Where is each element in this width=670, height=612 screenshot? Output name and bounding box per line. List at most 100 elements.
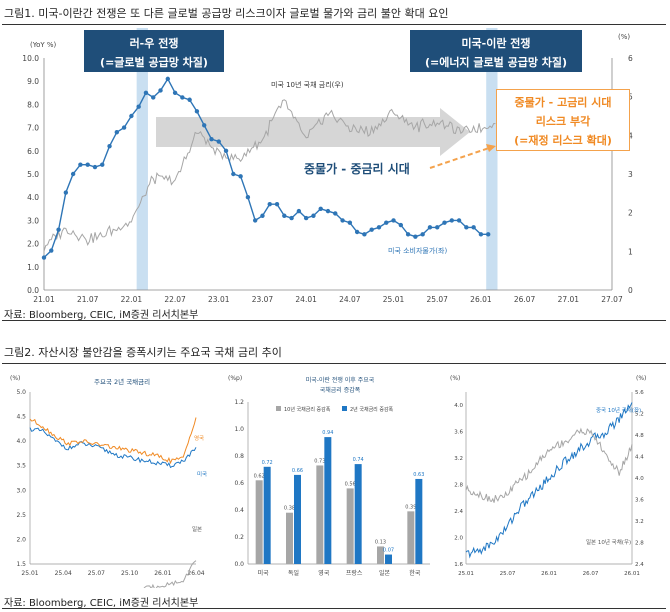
cpi-point	[107, 143, 112, 149]
bar-2y	[354, 464, 362, 564]
figure1-title: 그림1. 미국-이란간 전쟁은 또 다른 글로벌 공급망 리스크이자 글로벌 물…	[4, 7, 449, 20]
x-tick-label: 25.07	[88, 570, 105, 577]
cpi-point	[78, 162, 83, 167]
bar-2y	[385, 554, 392, 564]
y-tick-label: 2.0	[16, 536, 26, 543]
left-tick-label: 1.6	[454, 562, 463, 568]
y-tick-label: 1.2	[234, 399, 244, 406]
cpi-point	[129, 113, 134, 119]
cpi-point	[70, 171, 76, 177]
cpi-point	[187, 97, 192, 102]
left-tick-label: 7.0	[27, 124, 39, 133]
cpi-point	[456, 218, 462, 223]
right-tick-label: 5.2	[635, 412, 644, 418]
right-tick-label: 5	[628, 93, 633, 102]
x-tick-label: 27.07	[601, 295, 623, 304]
series-line-2	[29, 417, 197, 465]
cpi-point	[143, 90, 149, 96]
bar-value-label: 0.38	[284, 506, 295, 512]
left-tick-label: 3.2	[454, 456, 463, 462]
orange-dashed-arrow	[429, 146, 493, 169]
cpi-point	[384, 220, 389, 225]
bar-value-label: 0.74	[353, 457, 364, 463]
yield-line	[43, 99, 496, 252]
shaded-period-1	[136, 28, 148, 290]
cpi-point	[303, 215, 309, 221]
right-tick-label: 4.0	[635, 476, 644, 482]
right-tick-label: 1	[628, 247, 633, 256]
bar-2y	[324, 437, 332, 564]
category-label: 독일	[288, 569, 299, 577]
left-tick-label: 2.0	[27, 240, 39, 249]
cpi-point	[100, 162, 105, 167]
cpi-point	[369, 227, 374, 232]
cpi-point	[391, 218, 396, 223]
bar-10y	[346, 488, 354, 564]
left-tick-label: 2.4	[454, 509, 463, 515]
cpi-point	[121, 125, 127, 130]
bar-2y	[415, 478, 423, 564]
left-unit: (%)	[450, 375, 460, 382]
cpi-point	[427, 225, 433, 230]
right-tick-label: 2	[628, 209, 633, 218]
x-tick-label: 25.01	[21, 570, 38, 577]
box-us-iran-line1: 미국-이란 전쟁	[461, 37, 531, 50]
cpi-yield-chart: (YoY %) (%) 0.0 1.0 2.0 3.0 4.0 5.0 6.0 7.0 8.0 9.0…	[22, 28, 633, 304]
bar-value-label: 0.72	[262, 460, 273, 466]
figure1-source: 자료: Bloomberg, CEIC, iM증권 리서치본부	[4, 310, 199, 321]
figure1-bottom-rule	[2, 320, 666, 321]
box-us-iran-line2: (=에너지 글로벌 공급망 차질)	[424, 56, 568, 69]
x-tick-label: 25.10	[121, 570, 138, 577]
figure2-title: 그림2. 자산시장 불안감을 증폭시키는 주요국 국채 금리 추이	[4, 346, 282, 359]
right-tick-label: 2.4	[635, 562, 644, 568]
right-tick-label: 4.4	[635, 455, 644, 461]
right-tick-label: 4.8	[635, 433, 644, 439]
jp-label: 일본	[192, 525, 202, 533]
cpi-point	[151, 95, 156, 100]
x-tick-label: 26.07	[583, 571, 599, 577]
left-tick-label: 2.0	[454, 536, 463, 542]
cpi-point	[325, 208, 331, 214]
us-label: 미국	[197, 470, 207, 478]
y-tick-label: 0.0	[234, 561, 244, 568]
cpi-point	[464, 225, 469, 230]
bar-10y	[316, 465, 324, 564]
cpi-point	[471, 225, 476, 230]
cpi-point	[41, 255, 47, 260]
x-tick-label: 23.01	[208, 295, 230, 304]
left-tick-label: 4.0	[27, 193, 39, 202]
chart-title-line2: 국채금리 증감폭	[320, 386, 361, 394]
right-tick-label: 3.2	[635, 519, 644, 525]
right-tick-label: 2.8	[635, 541, 644, 547]
legend-swatch-2y	[342, 406, 347, 411]
box-russia-ukraine-line2: (=글로벌 공급망 차질)	[100, 56, 208, 69]
cpi-point	[223, 148, 229, 153]
y-tick-label: 5.0	[16, 389, 26, 396]
x-tick-label: 25.07	[426, 295, 448, 304]
cpi-point	[252, 218, 258, 223]
cpi-point	[85, 162, 90, 167]
legend-10y: 10년 국채금리 증감폭	[284, 406, 331, 413]
box-russia-ukraine-line1: 러-우 전쟁	[129, 37, 179, 50]
cpi-point	[56, 227, 61, 232]
chart-title: 주요국 2년 국채금리	[94, 377, 150, 386]
left-tick-label: 3.0	[27, 216, 39, 225]
x-tick-label: 21.07	[77, 295, 99, 304]
y-tick-label: 3.5	[16, 463, 26, 470]
cpi-point	[318, 206, 323, 211]
cpi-point	[136, 104, 141, 109]
cpi-point	[347, 220, 353, 225]
figure2-source: 자료: Bloomberg, CEIC, iM증권 리서치본부	[4, 598, 199, 609]
bar-value-label: 0.94	[322, 430, 333, 436]
category-label: 프랑스	[346, 570, 363, 577]
cpi-point	[311, 213, 316, 218]
right-tick-label: 5.6	[635, 390, 644, 396]
cpi-point	[442, 220, 447, 225]
x-tick-label: 23.07	[252, 295, 274, 304]
bar-value-label: 0.13	[375, 539, 386, 545]
cpi-point	[354, 229, 360, 235]
bar-value-label: 0.62	[254, 473, 265, 479]
unit-label: (%p)	[228, 375, 242, 382]
left-axis-unit: (YoY %)	[30, 41, 57, 49]
cpi-point	[478, 232, 484, 237]
